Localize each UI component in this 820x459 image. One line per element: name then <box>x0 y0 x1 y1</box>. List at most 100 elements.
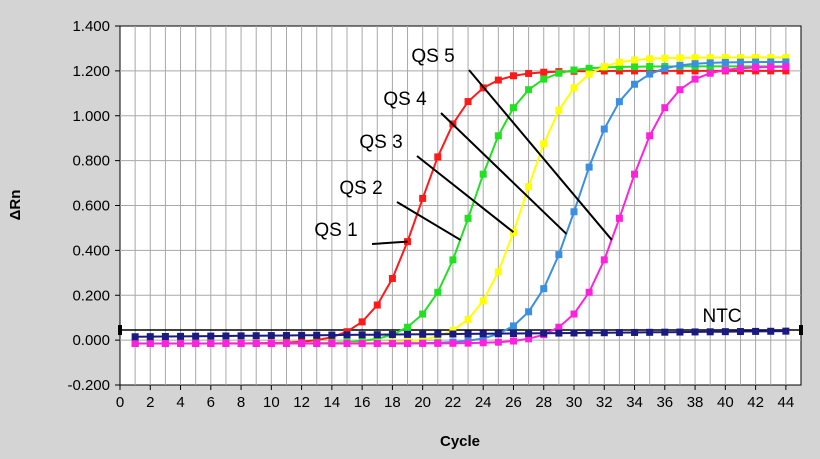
data-point <box>449 326 457 334</box>
data-point <box>555 106 563 114</box>
y-tick-label: 0.400 <box>72 242 110 259</box>
data-point <box>419 194 427 202</box>
callout-label: QS 1 <box>314 220 357 241</box>
data-point <box>177 332 185 340</box>
data-point <box>555 323 563 331</box>
data-point <box>676 54 684 62</box>
data-point <box>146 339 154 347</box>
data-point <box>721 53 729 61</box>
data-point <box>373 301 381 309</box>
data-point <box>540 75 548 83</box>
data-point <box>615 67 623 75</box>
data-point <box>525 329 533 337</box>
data-point <box>691 328 699 336</box>
data-point <box>540 68 548 76</box>
data-point <box>237 339 245 347</box>
callout-label: QS 4 <box>383 89 427 110</box>
x-tick-label: 18 <box>384 394 401 411</box>
data-point <box>525 308 533 316</box>
data-point <box>600 67 608 75</box>
data-point <box>267 332 275 340</box>
data-point <box>706 59 714 67</box>
data-point <box>752 58 760 66</box>
data-point <box>177 339 185 347</box>
x-tick-label: 4 <box>176 394 184 411</box>
data-point <box>570 329 578 337</box>
data-point <box>419 339 427 347</box>
threshold-handle <box>118 325 122 336</box>
y-tick-label: 1.000 <box>72 108 110 125</box>
data-point <box>373 339 381 347</box>
data-point <box>661 104 669 112</box>
callout-leader <box>396 201 462 241</box>
data-point <box>419 310 427 318</box>
data-point <box>555 329 563 337</box>
data-point <box>494 268 502 276</box>
x-axis-title: Cycle <box>440 433 480 450</box>
data-point <box>404 323 412 331</box>
data-point <box>631 56 639 64</box>
callout-label: QS 3 <box>359 132 402 153</box>
data-point <box>449 339 457 347</box>
data-point <box>343 339 351 347</box>
data-point <box>525 86 533 94</box>
data-point <box>358 331 366 339</box>
data-point <box>509 337 517 345</box>
data-point <box>509 72 517 80</box>
data-point <box>540 285 548 293</box>
data-point <box>494 338 502 346</box>
data-point <box>404 330 412 338</box>
x-tick-label: 38 <box>687 394 704 411</box>
y-tick-label: 1.400 <box>72 18 110 35</box>
data-point <box>313 339 321 347</box>
x-tick-label: 36 <box>656 394 673 411</box>
data-point <box>706 328 714 336</box>
data-point <box>434 288 442 296</box>
y-tick-label: 0.600 <box>72 198 110 215</box>
data-point <box>404 339 412 347</box>
data-point <box>328 339 336 347</box>
data-point <box>736 328 744 336</box>
data-point <box>752 327 760 335</box>
callout-leader <box>468 69 613 241</box>
data-point <box>691 54 699 62</box>
data-point <box>661 54 669 62</box>
data-point <box>298 339 306 347</box>
data-point <box>207 332 215 340</box>
x-tick-label: 16 <box>354 394 371 411</box>
data-point <box>646 63 654 71</box>
y-tick-label: 0.000 <box>72 332 110 349</box>
data-point <box>615 214 623 222</box>
data-point <box>449 330 457 338</box>
data-point <box>479 170 487 178</box>
data-point <box>328 331 336 339</box>
y-tick-label: -0.200 <box>67 377 110 394</box>
data-point <box>706 62 714 70</box>
data-point <box>676 61 684 69</box>
data-point <box>161 332 169 340</box>
data-point <box>555 251 563 259</box>
x-tick-label: 6 <box>207 394 215 411</box>
data-point <box>222 339 230 347</box>
data-point <box>691 75 699 83</box>
data-point <box>767 58 775 66</box>
data-point <box>131 333 139 341</box>
data-point <box>767 327 775 335</box>
callout-label: QS 5 <box>411 46 454 67</box>
data-point <box>192 339 200 347</box>
data-point <box>661 328 669 336</box>
data-point <box>434 339 442 347</box>
data-point <box>479 297 487 305</box>
data-point <box>585 329 593 337</box>
data-point <box>767 63 775 71</box>
data-point <box>464 98 472 106</box>
data-point <box>282 331 290 339</box>
data-point <box>585 288 593 296</box>
data-point <box>691 60 699 68</box>
y-tick-labels: -0.200 0.000 0.200 0.400 0.600 0.800 1.000 1.20… <box>67 18 120 394</box>
data-point <box>782 63 790 71</box>
x-tick-label: 2 <box>146 394 154 411</box>
data-point <box>676 328 684 336</box>
data-point <box>736 58 744 66</box>
